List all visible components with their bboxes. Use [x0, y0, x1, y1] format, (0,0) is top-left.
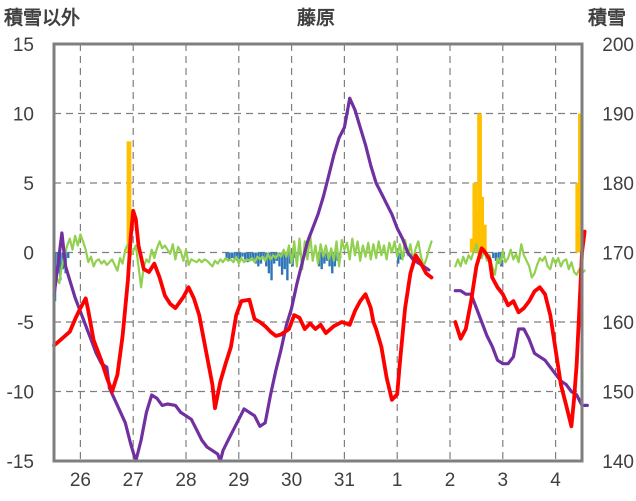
x-tick-label: 2: [445, 470, 456, 491]
x-tick-label: 1: [392, 470, 403, 491]
sunshine-bar: [283, 252, 286, 270]
sunshine-bar: [267, 252, 271, 274]
sunshine-bar: [278, 252, 281, 267]
sunshine-bar: [241, 252, 244, 257]
wind-line: [454, 243, 586, 279]
x-tick-label: 31: [334, 470, 355, 491]
sunshine-bar: [397, 252, 400, 264]
sunshine-bar: [323, 252, 326, 264]
right-tick-label: 190: [602, 105, 634, 126]
temperature-line: [52, 208, 434, 411]
x-tick-label: 30: [281, 470, 302, 491]
sunshine-bar: [286, 252, 289, 281]
sunshine-bar: [230, 252, 234, 259]
sunshine-bar: [243, 252, 247, 260]
right-tick-label: 180: [602, 174, 634, 195]
sunshine-bar: [262, 252, 265, 259]
right-tick-label: 140: [602, 452, 634, 473]
sunshine-bar: [225, 252, 228, 259]
sunshine-bar: [233, 252, 236, 260]
sunshine-bar: [272, 252, 276, 264]
right-tick-label: 150: [602, 383, 634, 404]
right-tick-label: 160: [602, 313, 634, 334]
x-tick-label: 3: [498, 470, 509, 491]
sunshine-bar: [59, 252, 62, 281]
left-tick-label: 10: [13, 105, 34, 126]
sunshine-bar: [251, 252, 255, 261]
right-tick-label: 200: [602, 35, 634, 56]
plot-frame: [52, 42, 584, 463]
temperature-line: [453, 229, 587, 429]
left-tick-label: 0: [23, 244, 34, 265]
snow_depth-line: [453, 289, 589, 407]
tick-labels: 15 10 5 0 -5 -10 -15 200 190 180 170 160 150 140 26 27 2…: [7, 35, 634, 491]
left-tick-label: -10: [7, 383, 34, 404]
wind-line: [52, 233, 433, 289]
right-axis-label: 積雪: [588, 6, 626, 29]
snow_depth-line: [52, 96, 431, 463]
precipitation-bar: [575, 183, 581, 253]
sunshine-bar: [280, 252, 284, 275]
sunshine-bar: [492, 252, 495, 259]
left-tick-label: 5: [23, 174, 34, 195]
right-tick-label: 170: [602, 244, 634, 265]
left-tick-label: 15: [13, 35, 34, 56]
x-tick-label: 26: [70, 470, 91, 491]
precipitation-bar: [479, 196, 485, 253]
sunshine-bar: [246, 252, 249, 263]
chart-title: 藤原: [297, 6, 335, 29]
precipitation-bar: [472, 183, 478, 253]
sunshine-bar: [257, 252, 260, 267]
sunshine-bar: [238, 252, 242, 260]
sunshine-bar: [249, 252, 252, 261]
precipitation-bar: [578, 113, 583, 253]
sunshine-bar: [270, 252, 273, 281]
x-tick-label: 4: [550, 470, 561, 491]
precipitation-bar: [126, 141, 132, 253]
left-tick-label: -15: [7, 452, 34, 473]
sunshine-bar: [320, 252, 323, 270]
sunshine-bar: [494, 252, 498, 261]
line-series: [52, 96, 589, 463]
x-tick-label: 28: [175, 470, 196, 491]
left-axis-label: 積雪以外: [4, 6, 80, 29]
x-tick-label: 29: [228, 470, 249, 491]
x-tick-label: 27: [123, 470, 144, 491]
left-tick-label: -5: [17, 313, 34, 334]
sunshine-bar: [331, 252, 334, 274]
precipitation-bar: [477, 113, 482, 253]
precipitation-bar: [469, 238, 475, 253]
sunshine-bar: [228, 252, 231, 260]
sunshine-bar: [67, 252, 70, 259]
precipitation-bar: [481, 224, 487, 253]
